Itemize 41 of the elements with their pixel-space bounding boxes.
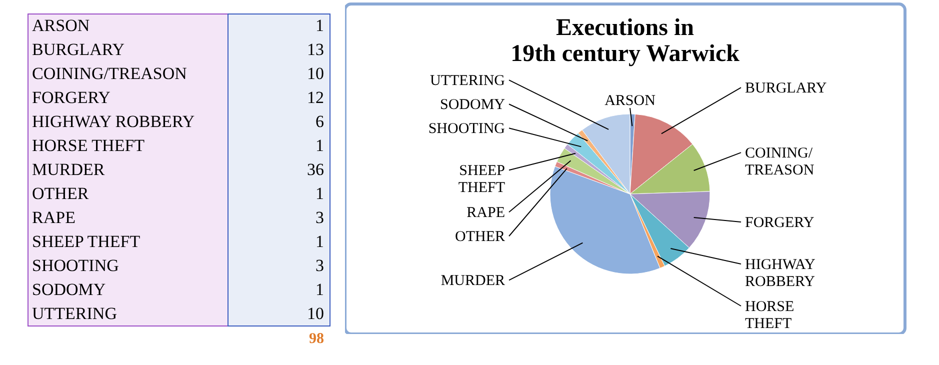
data-label: 3 [316, 256, 324, 275]
data-label: 1 [316, 184, 324, 203]
category-label: SHOOTING [32, 256, 119, 275]
data-label: 3 [316, 208, 324, 227]
category-label: ARSON [32, 16, 90, 35]
slice-label: ARSON [604, 93, 656, 109]
slice-label: RAPE [466, 205, 505, 222]
data-label: 10 [307, 64, 324, 83]
slice-label: SODOMY [440, 97, 506, 114]
data-label: 13 [307, 40, 324, 59]
category-label: MURDER [32, 160, 106, 179]
category-label: SODOMY [32, 280, 106, 299]
data-label: 1 [316, 136, 324, 155]
category-label: FORGERY [32, 88, 110, 107]
category-label: COINING/TREASON [32, 64, 187, 83]
slice-label: COINING/TREASON [745, 146, 814, 179]
slice-label: UTTERING [430, 73, 506, 90]
data-label: 36 [307, 160, 324, 179]
slice-label: BURGLARY [745, 80, 827, 97]
chart-title: Executions in 19th century Warwick [510, 15, 740, 67]
category-label: UTTERING [32, 304, 117, 323]
data-label: 10 [307, 304, 324, 323]
data-label: 1 [316, 280, 324, 299]
category-label: OTHER [32, 184, 90, 203]
slice-label: HORSE THEFT [745, 299, 794, 332]
data-label: 1 [316, 232, 324, 251]
slice-label: SHEEP THEFT [458, 163, 505, 196]
data-label: 6 [316, 112, 324, 131]
category-label: HORSE THEFT [32, 136, 146, 155]
category-label: HIGHWAY ROBBERY [32, 112, 195, 131]
slice-label: MURDER [440, 273, 505, 290]
data-label: 12 [307, 88, 324, 107]
slice-label: HIGHWAY ROBBERY [745, 257, 816, 290]
text: 98 [309, 331, 324, 347]
slice-label: OTHER [455, 229, 505, 246]
category-label: BURGLARY [32, 40, 125, 59]
slice-label: SHOOTING [428, 121, 506, 138]
category-label: RAPE [32, 208, 76, 227]
slice-label: FORGERY [745, 215, 814, 231]
data-label: 1 [316, 16, 324, 35]
category-label: SHEEP THEFT [32, 232, 141, 251]
